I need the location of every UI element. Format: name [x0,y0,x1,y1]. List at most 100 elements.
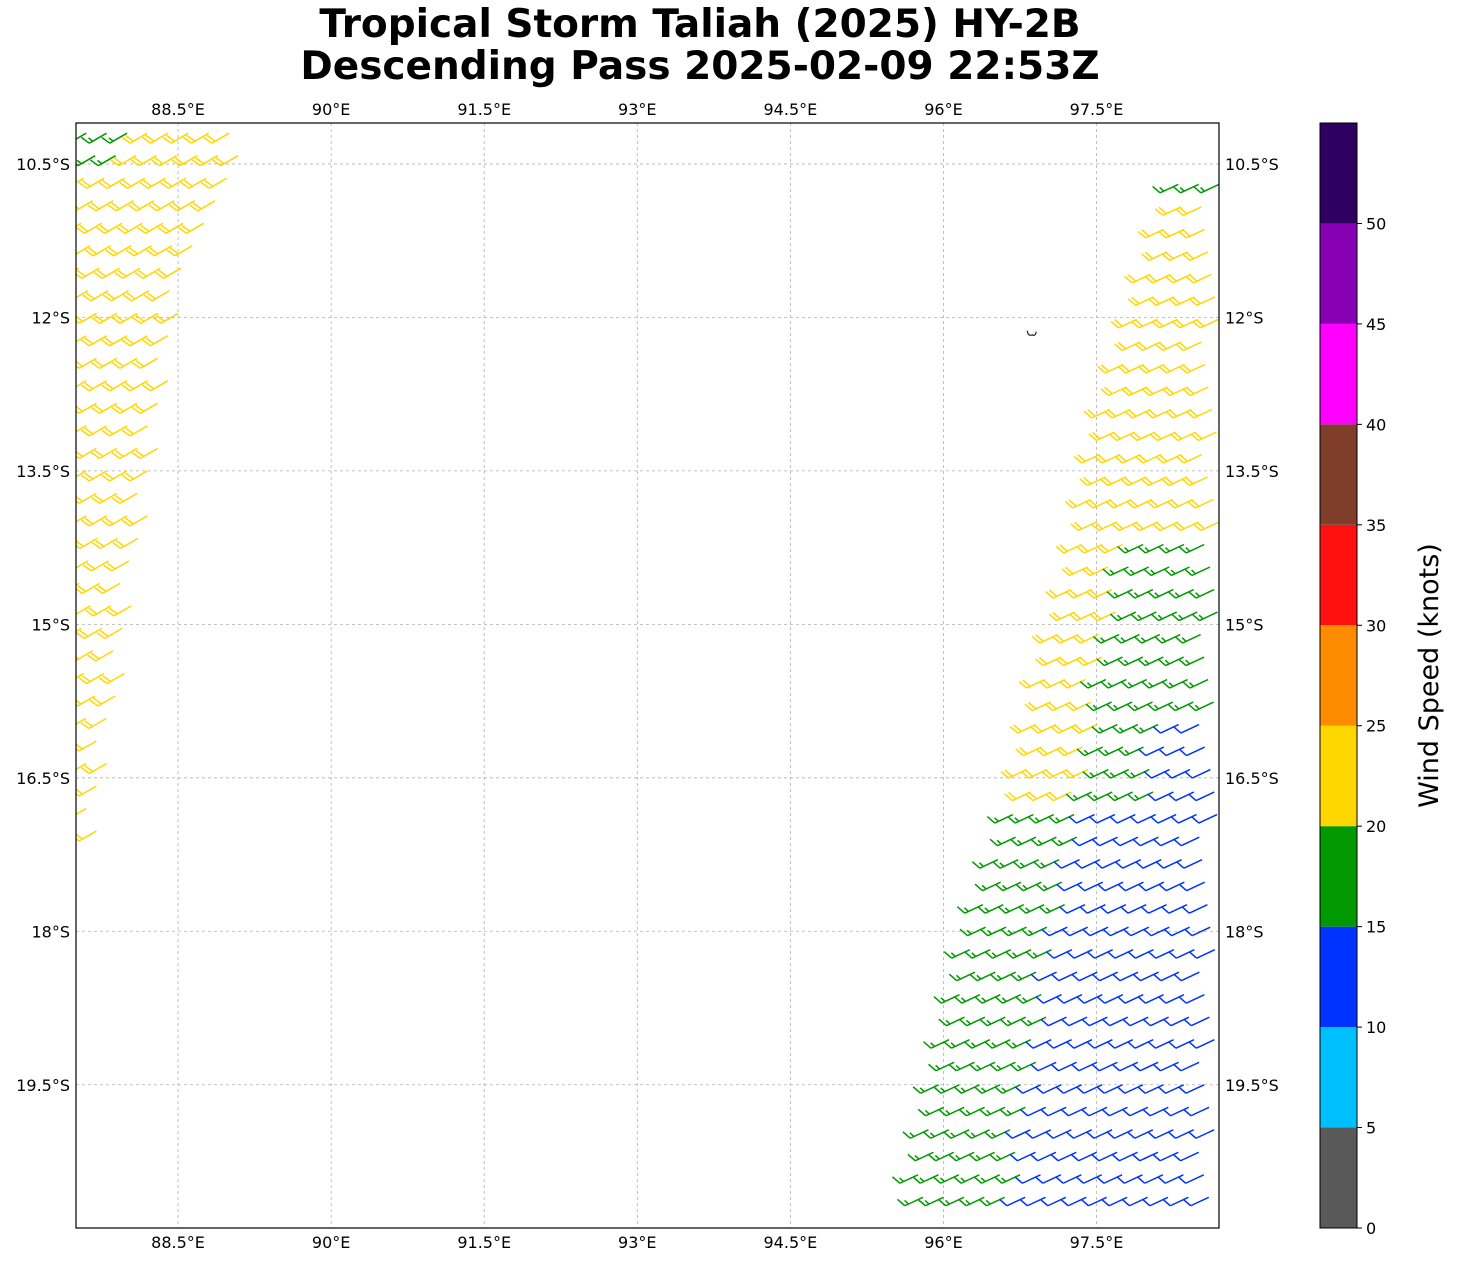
wind-barb [1009,723,1037,734]
wind-barb [1148,296,1175,307]
wind-barb [76,132,87,144]
wind-barb [1050,1061,1077,1072]
wind-barb [121,380,148,392]
wind-barb [1065,701,1092,712]
wind-barb [1134,453,1162,464]
wind-barb [978,1196,1006,1207]
lat-tick-label-left: 12°S [31,308,70,327]
wind-barb [1155,453,1182,464]
wind-barb [1126,791,1154,802]
wind-barb [1091,723,1118,734]
wind-barb [1100,678,1127,689]
wind-barb [1099,476,1127,487]
wind-barb [1091,971,1119,982]
title-line-2: Descending Pass 2025-02-09 22:53Z [300,44,1100,89]
wind-barb [1058,904,1086,914]
wind-barb [1044,701,1072,712]
lon-tick-label-top: 97.5°E [1070,100,1124,119]
wind-barb [1055,1174,1082,1184]
wind-barb [1187,701,1215,712]
wind-barb [1024,1129,1052,1139]
wind-barb [121,335,148,347]
lat-tick-label-left: 18°S [31,922,70,941]
wind-barb [1096,1174,1123,1184]
wind-barb [1099,904,1127,914]
wind-barb [1070,1151,1098,1162]
wind-barb [76,582,100,595]
wind-barb [1075,656,1103,667]
wind-barb [96,222,123,234]
wind-barb [1083,408,1111,419]
wind-barb [76,357,97,369]
wind-barb [948,1151,975,1162]
wind-barb [1163,768,1191,779]
wind-barb [1157,656,1185,667]
wind-barb [1188,588,1215,599]
wind-barb [953,994,981,1004]
colorbar-bin [1320,1127,1357,1228]
wind-barb [953,1174,980,1184]
wind-barb [999,1106,1026,1117]
wind-barb [1121,386,1148,397]
wind-barb [82,290,109,302]
wind-barb [1076,543,1103,554]
wind-barb [922,1129,950,1139]
wind-barb [105,605,132,617]
wind-barb [84,245,111,257]
colorbar-bin [1320,123,1357,224]
lon-tick-label-bottom: 96°E [924,1233,962,1252]
wind-barb [1081,1106,1108,1117]
wind-barb [1111,521,1138,532]
wind-barb [1110,318,1138,329]
wind-barb [1163,566,1190,577]
wind-barb [963,1129,990,1139]
wind-barb [1086,791,1113,802]
wind-barb [1138,363,1165,374]
wind-barb [937,1196,965,1207]
wind-barb [1096,994,1124,1004]
wind-barb [1135,859,1162,869]
wind-barb [907,1151,934,1162]
wind-barb [1009,1061,1037,1072]
colorbar-label: Wind Speed (knots) [1414,543,1445,808]
wind-barb [1181,904,1208,914]
wind-barb [121,425,148,437]
wind-barb [999,1196,1026,1207]
wind-barb [76,605,91,617]
wind-barb [142,380,169,392]
wind-barb [1183,1016,1210,1027]
wind-barb [1066,949,1093,959]
wind-barb [1126,588,1154,599]
wind-barb [1131,318,1158,329]
wind-barb [912,1174,939,1184]
wind-barb [1167,1039,1195,1049]
wind-barb [1152,1061,1179,1072]
wind-barb [1102,926,1129,937]
wind-barb [142,132,169,144]
wind-barb [1147,588,1174,599]
wind-barb [111,447,138,460]
wind-barb [103,560,130,572]
wind-barb [1173,1061,1200,1072]
wind-barb [1035,1084,1062,1094]
wind-barb [1122,926,1150,937]
wind-barb [1130,611,1157,622]
wind-barb [131,447,158,460]
colorbar-frame [1319,122,1358,1229]
wind-barb [1181,678,1209,689]
wind-barb [1173,971,1200,982]
wind-barb [1091,836,1118,847]
wind-barb [80,425,107,437]
wind-barb [119,177,146,189]
wind-barb [1030,971,1057,982]
wind-barb [1117,543,1144,554]
wind-barb [1185,408,1213,419]
wind-barb [160,177,187,189]
wind-barb [1141,386,1168,397]
wind-barb [200,177,227,189]
wind-barb [1061,768,1089,779]
wind-barb [963,1039,991,1049]
wind-barb [1131,521,1159,532]
wind-barb [89,155,116,167]
